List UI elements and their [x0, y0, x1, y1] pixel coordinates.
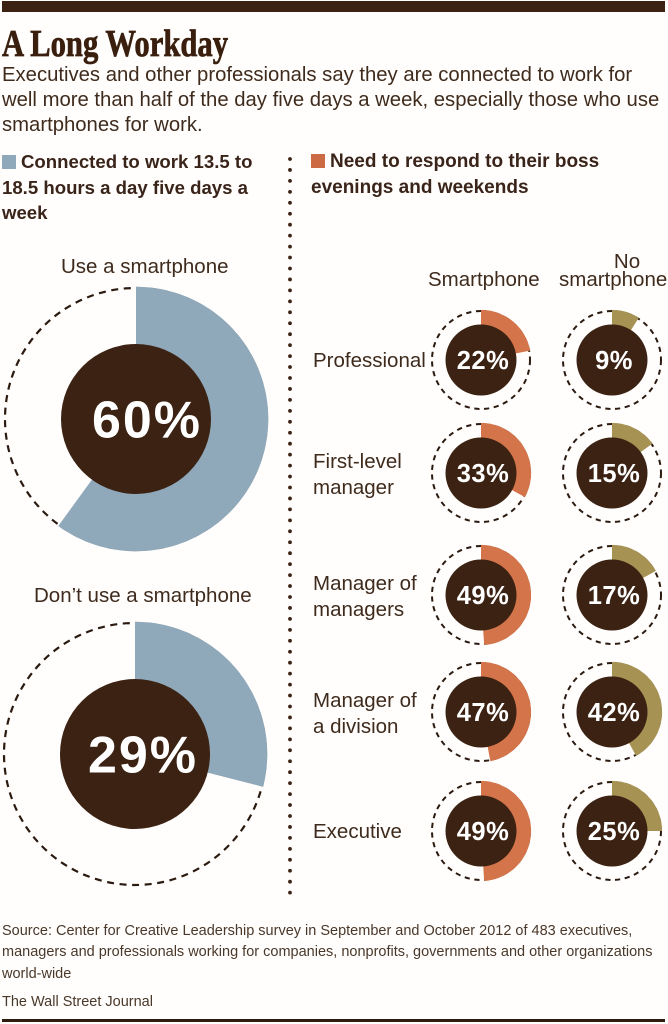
svg-text:49%: 49%	[457, 582, 510, 610]
svg-text:60%: 60%	[92, 392, 202, 450]
svg-text:9%: 9%	[595, 347, 633, 375]
svg-text:22%: 22%	[457, 347, 510, 375]
svg-text:49%: 49%	[457, 818, 510, 846]
svg-text:15%: 15%	[588, 460, 641, 488]
svg-text:25%: 25%	[588, 818, 641, 846]
svg-text:17%: 17%	[588, 582, 641, 610]
svg-text:29%: 29%	[88, 727, 198, 785]
svg-text:33%: 33%	[457, 460, 510, 488]
svg-text:47%: 47%	[457, 699, 510, 727]
svg-text:42%: 42%	[588, 699, 641, 727]
